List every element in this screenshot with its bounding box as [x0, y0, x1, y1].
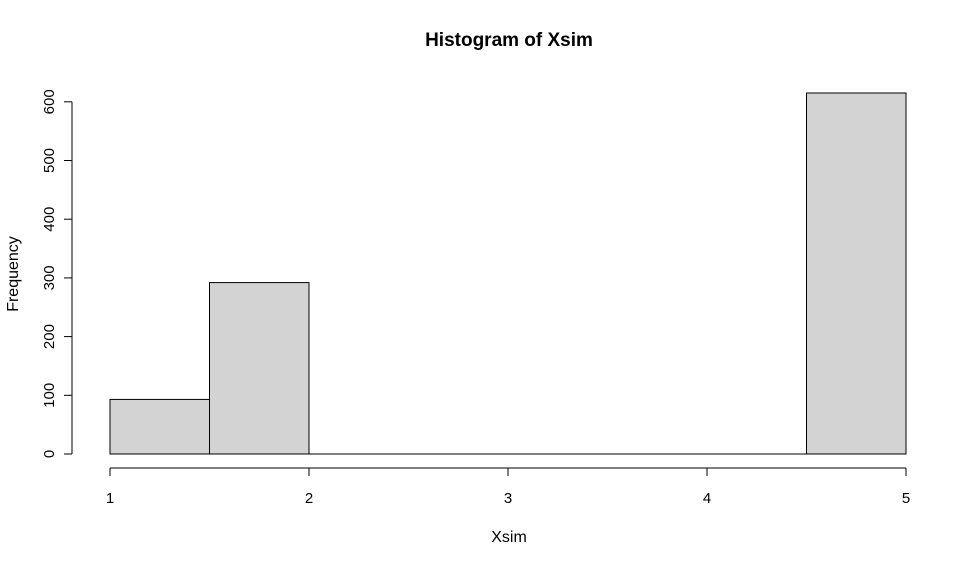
y-tick-label: 600	[41, 89, 58, 114]
y-tick-label: 400	[41, 207, 58, 232]
x-tick-label: 3	[504, 490, 512, 507]
y-tick-label: 100	[41, 383, 58, 408]
x-tick-label: 5	[902, 490, 910, 507]
y-tick-label: 0	[41, 450, 58, 458]
y-tick-label: 300	[41, 265, 58, 290]
histogram-bar-8	[806, 92, 907, 455]
x-tick-label: 1	[106, 490, 114, 507]
y-axis: 0 100 200 300 400 500 600	[41, 89, 73, 458]
y-tick-label: 200	[41, 324, 58, 349]
chart-title: Histogram of Xsim	[425, 30, 593, 51]
histogram-bar-1	[109, 398, 210, 455]
x-tick-label: 2	[305, 490, 313, 507]
y-axis-label: Frequency	[5, 236, 22, 312]
histogram-bar-2	[209, 282, 310, 455]
bars-layer	[109, 92, 907, 455]
y-tick-label: 500	[41, 148, 58, 173]
x-axis-label: Xsim	[491, 529, 527, 546]
x-tick-label: 4	[703, 490, 711, 507]
x-axis: 1 2 3 4 5	[106, 467, 910, 507]
